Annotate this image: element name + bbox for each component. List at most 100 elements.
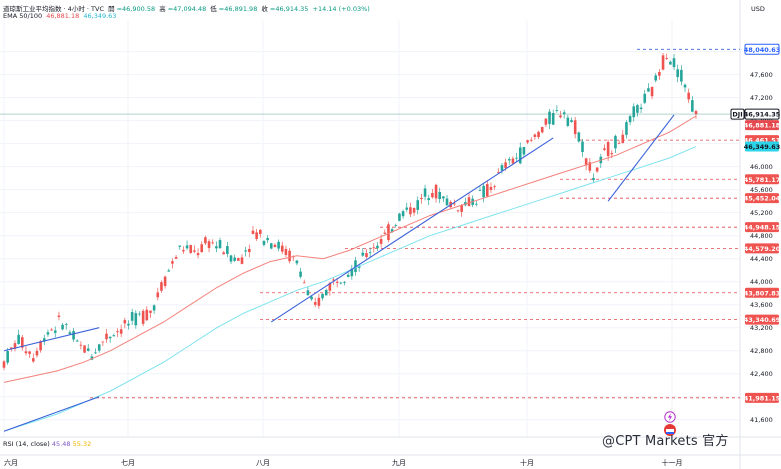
candle	[584, 157, 588, 171]
candle	[354, 256, 357, 276]
indicator-header[interactable]: EMA 50/100 46,881.18 46,349.63	[3, 12, 118, 20]
candle-body	[540, 126, 544, 133]
candle-body	[401, 211, 405, 217]
candle	[240, 254, 244, 265]
candle-body	[405, 207, 409, 210]
candle	[6, 347, 9, 365]
flag-icon[interactable]	[663, 423, 677, 437]
candle	[680, 65, 683, 86]
candle	[526, 139, 529, 145]
candle	[603, 144, 606, 152]
candle-body	[379, 239, 383, 244]
candle-body	[64, 324, 68, 325]
price-axis-label-box	[745, 287, 779, 298]
candle-body	[35, 350, 39, 356]
rsi-header[interactable]: RSI (14, close) 45.48 55.32	[3, 440, 91, 448]
candle	[573, 117, 577, 139]
candle	[511, 156, 515, 165]
candle	[372, 243, 376, 253]
candle	[496, 168, 500, 174]
candle-body	[518, 147, 522, 164]
price-axis-label: DJI	[730, 108, 745, 120]
candle	[178, 245, 182, 250]
candle-body	[17, 334, 20, 344]
candle-body	[431, 192, 434, 198]
price-axis-label: 45,781.17	[744, 174, 780, 185]
candle-body	[317, 297, 321, 306]
candle-body	[218, 240, 222, 249]
price-axis-label-box	[745, 174, 779, 185]
candle	[105, 328, 108, 343]
candle	[83, 345, 86, 354]
candle	[507, 156, 511, 165]
candle-body	[24, 351, 28, 354]
candle	[654, 73, 658, 83]
trendline	[3, 327, 100, 352]
candle	[361, 248, 365, 257]
ema50-value: 46,881.18	[46, 12, 80, 20]
candle-body	[533, 134, 537, 137]
candle	[577, 131, 581, 143]
candle	[141, 309, 145, 327]
candle	[522, 146, 526, 157]
candle	[350, 264, 354, 280]
candle-body	[368, 252, 372, 254]
candle-body	[269, 243, 273, 249]
candle-body	[592, 177, 595, 181]
candle-body	[372, 247, 376, 249]
candle-body	[244, 250, 247, 252]
candle-body	[394, 225, 398, 226]
candle-body	[42, 338, 46, 342]
candle-body	[57, 315, 61, 317]
candle	[277, 239, 280, 252]
candle-body	[321, 293, 324, 299]
candle-body	[141, 310, 145, 324]
candle-body	[123, 320, 127, 324]
candle	[639, 103, 643, 113]
candle-body	[475, 203, 478, 205]
candle-body	[189, 245, 193, 253]
candle	[669, 60, 672, 65]
candle-body	[149, 310, 152, 313]
candle-body	[544, 118, 548, 125]
candle-body	[90, 356, 94, 360]
price-axis-label-text: 43,340.69	[744, 316, 781, 324]
price-axis-label-box	[745, 243, 779, 254]
candle-body	[365, 253, 368, 257]
candle-body	[328, 283, 332, 291]
candle	[295, 260, 299, 266]
price-axis-label: 46,914.35	[744, 108, 781, 120]
candle-body	[277, 241, 280, 249]
candle-body	[248, 248, 251, 253]
candle-body	[28, 351, 31, 354]
candle-body	[482, 185, 485, 198]
candle-body	[588, 162, 592, 171]
candle	[665, 53, 669, 60]
x-tick-label: 十一月	[662, 458, 683, 467]
low-value: =46,891.98	[218, 5, 258, 13]
price-axis-label-text: DJI	[732, 111, 742, 119]
candle-body	[251, 230, 255, 235]
candle-body	[515, 157, 518, 159]
candle	[518, 142, 522, 165]
candle-body	[313, 302, 317, 305]
candle	[218, 237, 222, 249]
candle-body	[665, 58, 669, 59]
candle	[643, 89, 647, 105]
lightning-icon[interactable]	[664, 411, 676, 423]
candle	[343, 281, 346, 286]
candle	[68, 329, 72, 335]
candle-body	[101, 341, 105, 343]
candle	[625, 120, 628, 139]
candle-body	[658, 71, 661, 76]
candle-body	[496, 171, 500, 173]
candle	[86, 344, 90, 352]
candle	[672, 54, 676, 70]
candle	[687, 88, 690, 103]
candle-body	[650, 87, 654, 97]
price-axis-label: 44,948.15	[744, 222, 781, 233]
candle-body	[171, 261, 174, 264]
candle-body	[526, 140, 529, 143]
candle-body	[226, 246, 229, 254]
